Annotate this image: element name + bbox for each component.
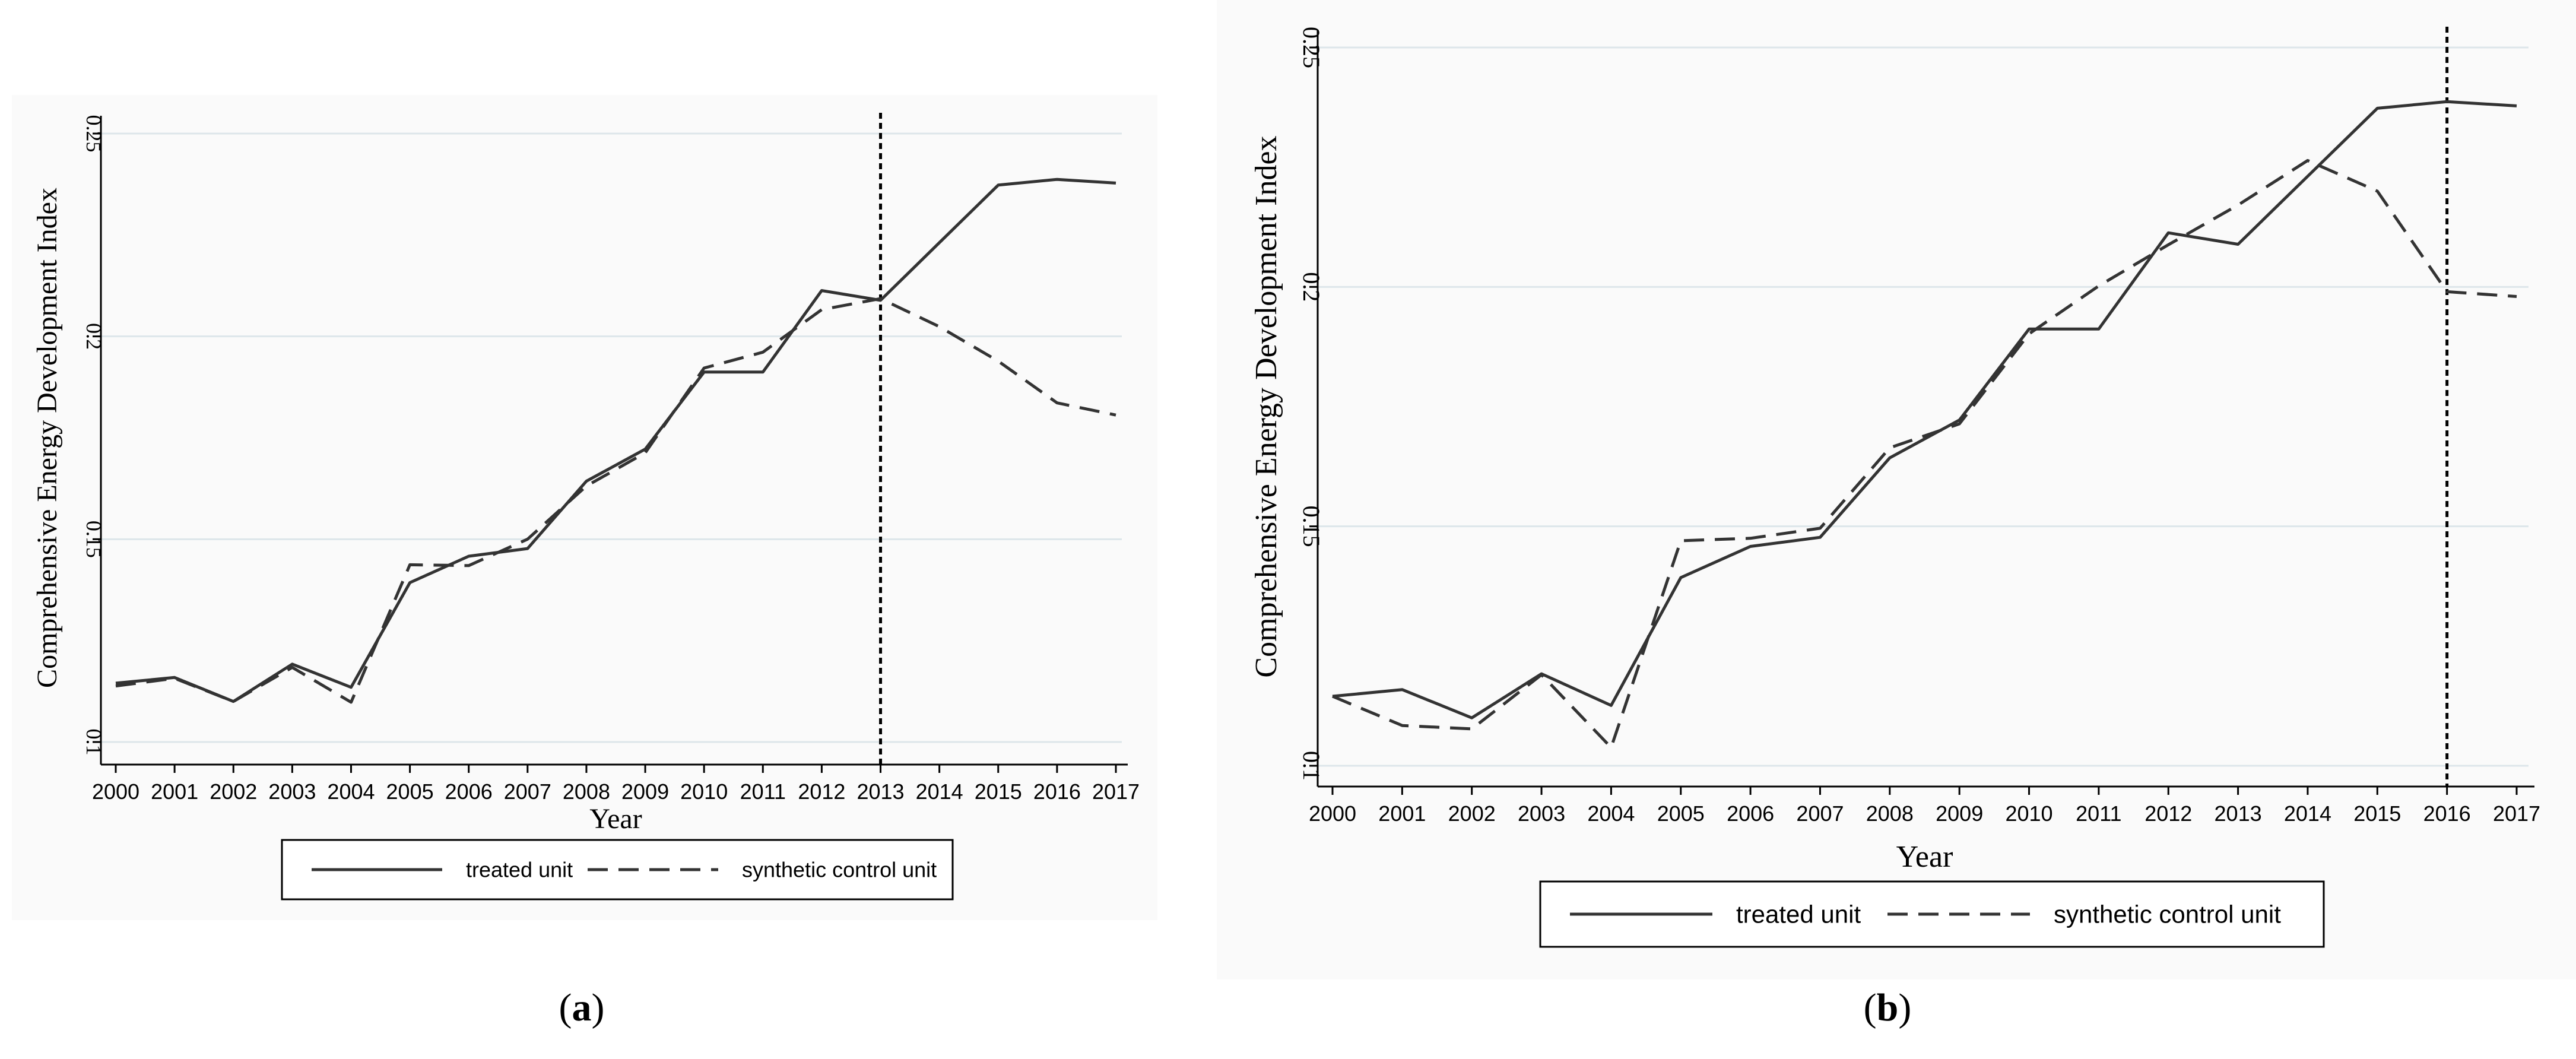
chart-1-background <box>1217 0 2576 979</box>
panel-a: 0.1 0.15 0.2 0.25 2000 2001 2002 2003 2004 2005 20… <box>0 0 1217 1059</box>
chart-0-background <box>12 95 1157 920</box>
chart-a: 0.1 0.15 0.2 0.25 2000 2001 2002 2003 2004 2005 20… <box>12 95 1157 920</box>
chart-1-x-tick-label: 2006 <box>1727 801 1774 826</box>
chart-0-y-tick-label: 0.2 <box>82 323 106 350</box>
chart-0-x-tick-label: 2000 <box>92 779 139 804</box>
chart-1-series-line-treated <box>1332 100 2517 719</box>
chart-1-x-tick-label: 2000 <box>1309 801 1356 826</box>
chart-0-x-tick-label: 2003 <box>268 779 316 804</box>
chart-1-x-tick-label: 2004 <box>1587 801 1635 826</box>
chart-1-x-tick-label: 2008 <box>1866 801 1914 826</box>
panel-b: 0.1 0.15 0.2 0.25 2000 2001 2002 2003 2004 2005 20… <box>1217 0 2576 1059</box>
caption-a: (a) <box>559 986 605 1029</box>
chart-1-x-tick-label: 2002 <box>1448 801 1496 826</box>
chart-0-x-tick-label: 2006 <box>445 779 493 804</box>
chart-1-x-tick-label: 2013 <box>2215 801 2262 826</box>
chart-1-x-axis-label: Year <box>1896 840 1953 874</box>
chart-0-x-tick-label: 2013 <box>856 779 904 804</box>
chart-0-series-line-treated <box>115 177 1116 703</box>
chart-1-y-axis-label: Comprehensive Energy Development Index <box>1249 135 1283 677</box>
chart-1-x-tick-label: 2012 <box>2144 801 2192 826</box>
chart-0-y-tick-label: 0.1 <box>82 729 106 756</box>
chart-0-x-tick-label: 2011 <box>740 779 786 804</box>
chart-1-x-tick-label: 2017 <box>2493 801 2540 826</box>
chart-0-x-tick-label: 2016 <box>1033 779 1081 804</box>
chart-1-x-tick-label: 2011 <box>2076 801 2121 826</box>
chart-1-x-tick-label: 2014 <box>2284 801 2331 826</box>
chart-1-y-tick-label: 0.15 <box>1298 506 1325 547</box>
chart-1-x-tick-label: 2015 <box>2353 801 2401 826</box>
chart-0-x-tick-label: 2002 <box>210 779 257 804</box>
chart-0-x-tick-label: 2007 <box>504 779 551 804</box>
chart-1-y-tick-label: 0.25 <box>1298 27 1325 68</box>
chart-0-x-tick-label: 2001 <box>151 779 198 804</box>
chart-0-x-axis-label: Year <box>589 803 642 835</box>
chart-0-y-tick-label: 0.25 <box>82 115 106 153</box>
chart-0-x-tick-label: 2005 <box>386 779 434 804</box>
chart-1-x-tick-label: 2010 <box>2005 801 2052 826</box>
chart-0-x-tick-label: 2004 <box>327 779 375 804</box>
chart-0-x-tick-label: 2008 <box>563 779 610 804</box>
chart-0-x-tick-label: 2012 <box>798 779 845 804</box>
chart-0-y-tick-label: 0.15 <box>82 521 106 558</box>
caption-a-label: a <box>572 986 592 1029</box>
caption-b: (b) <box>1863 986 1912 1029</box>
chart-1-legend-label-synthetic: synthetic control unit <box>2054 901 2281 928</box>
chart-1-x-tick-label: 2009 <box>1936 801 1983 826</box>
chart-0-x-tick-label: 2009 <box>621 779 669 804</box>
chart-1-x-tick-label: 2016 <box>2423 801 2471 826</box>
chart-0-x-tick-label: 2017 <box>1092 779 1140 804</box>
chart-1-y-tick-label: 0.2 <box>1298 272 1325 302</box>
chart-1-series-line-synthetic <box>1332 158 2517 749</box>
chart-0-legend-label-treated: treated unit <box>466 858 573 882</box>
chart-0-x-tick-label: 2014 <box>916 779 963 804</box>
chart-1-legend-label-treated: treated unit <box>1736 901 1861 928</box>
chart-0-x-tick-label: 2010 <box>680 779 728 804</box>
chart-0-y-axis-label: Comprehensive Energy Development Index <box>31 188 63 688</box>
chart-1-y-tick-label: 0.1 <box>1298 751 1325 781</box>
chart-b: 0.1 0.15 0.2 0.25 2000 2001 2002 2003 2004 2005 20… <box>1217 0 2576 979</box>
chart-0-x-tick-label: 2015 <box>975 779 1022 804</box>
chart-1-x-tick-label: 2007 <box>1796 801 1844 826</box>
caption-b-label: b <box>1876 986 1899 1029</box>
chart-0-series-line-synthetic <box>115 297 1116 704</box>
chart-0-legend-label-synthetic: synthetic control unit <box>742 858 937 882</box>
chart-1-x-tick-label: 2003 <box>1518 801 1565 826</box>
chart-1-x-tick-label: 2005 <box>1657 801 1705 826</box>
chart-1-x-tick-label: 2001 <box>1378 801 1426 826</box>
